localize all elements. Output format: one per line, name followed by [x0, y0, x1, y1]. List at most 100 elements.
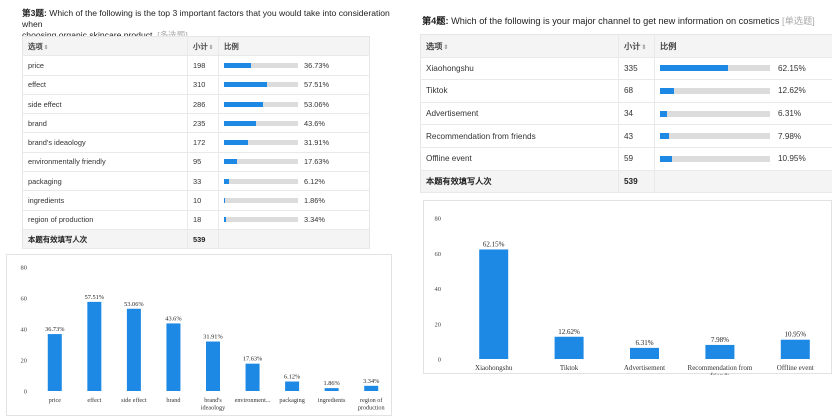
table-row: region of production 18 3.34% [22, 210, 370, 230]
x-tick-label: friends [710, 372, 730, 375]
table-row: Offline event 59 10.95% [420, 147, 832, 171]
table-row: price 198 36.73% [22, 55, 370, 76]
ratio-bar-fill [224, 178, 229, 184]
data-label: 36.73% [45, 326, 65, 333]
x-tick-label: brand [166, 397, 181, 404]
option-ratio: 53.06% [218, 94, 370, 115]
x-tick-label: effect [87, 397, 101, 404]
option-count: 310 [187, 75, 219, 95]
ratio-percent: 43.6% [304, 118, 325, 128]
data-label: 62.15% [483, 240, 505, 248]
option-label: Offline event [420, 147, 619, 171]
ratio-percent: 12.62% [778, 86, 806, 96]
ratio-bar-fill [660, 87, 674, 94]
table-row: packaging 33 6.12% [22, 171, 370, 192]
bar-3 [705, 344, 735, 359]
sort-icon[interactable]: ⇕ [443, 43, 449, 51]
x-tick-label: Xiaohongshu [475, 364, 513, 372]
question-3-title: 第3题: Which of the following is the top 3… [22, 8, 392, 41]
table-header-row: 选项⇕ 小计⇕ 比例 [22, 36, 370, 57]
column-header-ratio: 比例 [654, 34, 832, 58]
question-number: 第4题: [422, 16, 449, 26]
option-count: 286 [187, 94, 219, 115]
total-label: 本题有效填写人次 [420, 170, 619, 194]
ratio-bar-fill [660, 133, 669, 140]
ratio-bar-track [224, 198, 298, 204]
bar-4 [780, 339, 810, 359]
total-ratio-empty [218, 229, 370, 250]
column-header-option[interactable]: 选项⇕ [22, 36, 188, 57]
sort-icon[interactable]: ⇕ [43, 44, 49, 51]
bar-2 [126, 308, 141, 391]
question-3-stats-table: 选项⇕ 小计⇕ 比例 price 198 36.73% effect 310 57.51%… [22, 36, 370, 250]
y-tick-label: 20 [21, 358, 28, 365]
data-label: 31.91% [203, 334, 223, 341]
ratio-bar-track [224, 120, 298, 126]
bar-6 [285, 381, 300, 391]
column-header-count[interactable]: 小计⇕ [618, 34, 655, 58]
y-tick-label: 40 [21, 327, 28, 334]
sort-icon[interactable]: ⇕ [208, 44, 214, 51]
option-label: environmentally friendly [22, 152, 188, 173]
question-number: 第3题: [22, 8, 47, 18]
option-count: 59 [618, 147, 655, 171]
option-label: ingredients [22, 190, 188, 211]
data-label: 12.62% [558, 328, 580, 336]
question-3-bar-chart: 0 20 40 60 80 36.73% price 57.51% effect 53.06% si… [6, 254, 392, 416]
option-count: 43 [618, 124, 655, 148]
x-tick-label: brand's [204, 397, 222, 404]
option-ratio: 6.31% [654, 102, 832, 126]
option-ratio: 3.34% [218, 210, 370, 230]
data-label: 43.6% [165, 315, 182, 322]
ratio-percent: 62.15% [778, 63, 806, 73]
option-count: 34 [618, 102, 655, 126]
table-total-row: 本题有效填写人次 539 [420, 170, 832, 194]
sort-icon[interactable]: ⇕ [641, 43, 647, 51]
bar-3 [166, 323, 181, 391]
option-label: brand [22, 113, 188, 134]
option-label: Tiktok [420, 79, 619, 103]
bar-0 [479, 249, 509, 359]
table-row: effect 310 57.51% [22, 75, 370, 95]
ratio-bar-fill [224, 159, 238, 165]
ratio-percent: 10.95% [778, 154, 806, 164]
question-4-chart-svg: 0 20 40 60 80 62.15% Xiaohongshu 12.62% Tiktok 6.… [435, 216, 814, 376]
option-ratio: 62.15% [654, 57, 832, 81]
column-header-count[interactable]: 小计⇕ [187, 36, 219, 57]
x-tick-label: Offline event [777, 364, 814, 372]
table-row: ingredients 10 1.86% [22, 190, 370, 211]
y-tick-label: 80 [21, 265, 28, 272]
bar-5 [245, 363, 260, 391]
question-text: Which of the following is your major cha… [451, 16, 780, 26]
option-count: 10 [187, 190, 219, 211]
total-count: 539 [187, 229, 219, 250]
column-header-option[interactable]: 选项⇕ [420, 34, 619, 58]
table-header-row: 选项⇕ 小计⇕ 比例 [420, 34, 832, 58]
ratio-bar-track [224, 159, 298, 165]
question-text-continued: choosing organic skincare product. [22, 30, 155, 40]
table-row: Recommendation from friends 43 7.98% [420, 124, 832, 148]
ratio-bar-fill [224, 140, 248, 146]
ratio-percent: 36.73% [304, 60, 330, 70]
x-tick-label: ingredients [318, 397, 346, 404]
option-count: 18 [187, 210, 219, 230]
ratio-bar-track [660, 133, 770, 140]
ratio-percent: 17.63% [304, 157, 330, 167]
question-3-chart-svg: 0 20 40 60 80 36.73% price 57.51% effect 53.06% si… [21, 265, 385, 412]
bar-0 [47, 334, 62, 391]
question-4-title: 第4题: Which of the following is your majo… [422, 16, 832, 27]
ratio-bar-fill [224, 62, 252, 68]
ratio-percent: 6.12% [304, 176, 325, 186]
option-ratio: 57.51% [218, 75, 370, 95]
option-count: 68 [618, 79, 655, 103]
question-4-panel: 第4题: Which of the following is your majo… [416, 0, 832, 416]
data-label: 6.31% [635, 339, 653, 347]
ratio-bar-track [224, 101, 298, 107]
table-row: Xiaohongshu 335 62.15% [420, 57, 832, 81]
data-label: 53.06% [124, 301, 144, 308]
question-4-stats-table: 选项⇕ 小计⇕ 比例 Xiaohongshu 335 62.15% Tiktok 68 1… [420, 34, 832, 194]
data-label: 7.98% [711, 336, 729, 344]
y-tick-label: 0 [24, 389, 27, 396]
option-label: brand's ideaology [22, 132, 188, 153]
table-row: brand's ideaology 172 31.91% [22, 132, 370, 153]
